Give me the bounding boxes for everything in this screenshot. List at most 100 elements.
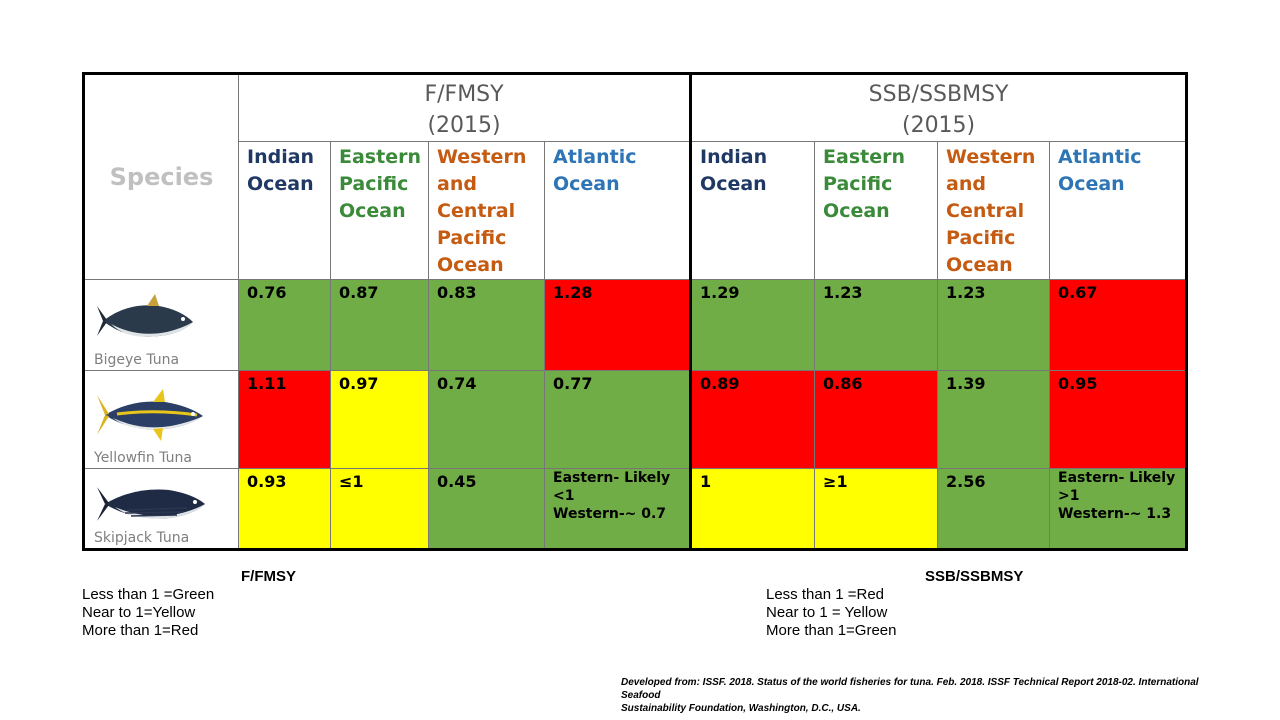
yellowfin-tuna-icon <box>97 389 203 441</box>
value-cell-ffmsy-atlantic: Eastern- Likely <1 Western-~ 0.7 <box>543 468 692 550</box>
ssb-legend-line-3: More than 1=Green <box>766 622 897 639</box>
ocean-header-ssb-eastern: Eastern Pacific Ocean <box>814 141 939 280</box>
value-cell-ffmsy-western: 0.74 <box>428 370 545 469</box>
ocean-header-ffmsy-eastern: Eastern Pacific Ocean <box>330 141 429 280</box>
ffmsy-header-title: F/FMSY <box>424 82 504 107</box>
ocean-header-word: Pacific <box>946 227 1016 249</box>
value-text: 0.45 <box>437 472 477 491</box>
value-text: 1.11 <box>247 374 287 393</box>
species-cell-yellowfin: Yellowfin Tuna <box>83 370 239 469</box>
ocean-header-word: Ocean <box>700 173 767 195</box>
ocean-header-word: and <box>437 173 477 195</box>
ocean-header-word: Western <box>437 146 527 168</box>
value-text: 0.87 <box>339 283 379 302</box>
ocean-header-word: Pacific <box>437 227 507 249</box>
ocean-header-word: Ocean <box>247 173 314 195</box>
value-text: 0.89 <box>700 374 740 393</box>
value-cell-ssb-indian: 1.29 <box>689 279 816 371</box>
ffmsy-legend-line-3: More than 1=Red <box>82 622 199 639</box>
value-cell-ssb-indian: 1 <box>689 468 816 550</box>
species-label-yellowfin: Yellowfin Tuna <box>94 450 192 466</box>
value-text: 1.29 <box>700 283 740 302</box>
value-line: Eastern- Likely <box>553 470 671 486</box>
species-cell-bigeye: Bigeye Tuna <box>83 279 239 371</box>
value-text: 1.23 <box>823 283 863 302</box>
ocean-header-ffmsy-western: Western and Central Pacific Ocean <box>428 141 545 280</box>
value-cell-ffmsy-eastern: 0.97 <box>330 370 429 469</box>
value-cell-ffmsy-western: 0.45 <box>428 468 545 550</box>
ocean-header-word: Ocean <box>1058 173 1125 195</box>
value-text: 0.97 <box>339 374 379 393</box>
ocean-header-word: Western <box>946 146 1036 168</box>
ssb-legend-title: SSB/SSBMSY <box>925 568 1024 585</box>
value-cell-ffmsy-eastern: 0.87 <box>330 279 429 371</box>
source-citation: Developed from: ISSF. 2018. Status of th… <box>621 676 1221 715</box>
value-cell-ssb-indian: 0.89 <box>689 370 816 469</box>
ocean-header-word: Ocean <box>823 200 890 222</box>
value-text: 0.86 <box>823 374 863 393</box>
species-label-skipjack: Skipjack Tuna <box>94 530 190 546</box>
value-cell-ffmsy-atlantic: 0.77 <box>543 370 692 469</box>
value-cell-ssb-atlantic: 0.95 <box>1049 370 1188 469</box>
ocean-header-word: Ocean <box>946 254 1013 276</box>
ffmsy-legend: F/FMSY Less than 1 =Green Near to 1=Yell… <box>82 568 382 640</box>
value-text: 0.67 <box>1058 283 1098 302</box>
ssb-group-header: SSB/SSBMSY (2015) <box>689 73 1188 142</box>
value-cell-ffmsy-atlantic: 1.28 <box>543 279 692 371</box>
species-cell-skipjack: Skipjack Tuna <box>83 468 239 550</box>
tuna-status-table: Species F/FMSY (2015) SSB/SSBMSY (2015) … <box>82 72 1189 551</box>
table-row-yellowfin: Yellowfin Tuna 1.11 0.97 0.74 0.77 0.89 0.86 1… <box>83 370 1188 469</box>
value-cell-ssb-western: 1.39 <box>937 370 1051 469</box>
ocean-header-word: Ocean <box>553 173 620 195</box>
ssb-legend: SSB/SSBMSY Less than 1 =Red Near to 1 = … <box>766 568 1086 640</box>
source-line-2: Sustainability Foundation, Washington, D… <box>621 703 861 714</box>
ssb-header-title: SSB/SSBMSY <box>868 82 1009 107</box>
value-text: 2.56 <box>946 472 986 491</box>
value-cell-ssb-atlantic: Eastern- Likely >1 Western-~ 1.3 <box>1049 468 1188 550</box>
value-cell-ffmsy-indian: 0.93 <box>238 468 331 550</box>
ocean-header-word: Ocean <box>437 254 504 276</box>
value-line: Western-~ 1.3 <box>1058 506 1172 522</box>
value-cell-ssb-atlantic: 0.67 <box>1049 279 1188 371</box>
value-cell-ssb-western: 2.56 <box>937 468 1051 550</box>
ocean-header-ssb-indian: Indian Ocean <box>689 141 816 280</box>
ocean-header-ffmsy-atlantic: Atlantic Ocean <box>543 141 692 280</box>
value-line: Western-~ 0.7 <box>553 506 667 522</box>
value-line: Eastern- Likely <box>1058 470 1176 486</box>
source-line-1: Developed from: ISSF. 2018. Status of th… <box>621 677 1199 701</box>
table-row-skipjack: Skipjack Tuna 0.93 ≤1 0.45 Eastern- Likely <… <box>83 468 1188 550</box>
value-text: 1.28 <box>553 283 593 302</box>
value-cell-ffmsy-eastern: ≤1 <box>330 468 429 550</box>
ocean-header-row: Indian Ocean Eastern Pacific Ocean Western and… <box>84 141 1188 280</box>
ocean-header-ffmsy-indian: Indian Ocean <box>238 141 331 280</box>
ffmsy-legend-line-2: Near to 1=Yellow <box>82 604 196 621</box>
value-text: 0.93 <box>247 472 287 491</box>
value-text: ≥1 <box>823 472 848 491</box>
value-text: 1.23 <box>946 283 986 302</box>
ocean-header-word: Eastern <box>823 146 906 168</box>
ocean-header-word: Ocean <box>339 200 406 222</box>
ocean-header-ssb-western: Western and Central Pacific Ocean <box>937 141 1051 280</box>
value-cell-ssb-eastern: ≥1 <box>814 468 939 550</box>
value-line: >1 <box>1058 488 1080 504</box>
table-row-bigeye: Bigeye Tuna 0.76 0.87 0.83 1.28 1.29 1.23 1.23… <box>83 279 1188 371</box>
value-text: ≤1 <box>339 472 364 491</box>
ocean-header-word: Central <box>437 200 516 222</box>
value-text: 1.39 <box>946 374 986 393</box>
ssb-header-year: (2015) <box>901 113 976 138</box>
ocean-header-word: Pacific <box>823 173 893 195</box>
ssb-legend-line-1: Less than 1 =Red <box>766 586 885 603</box>
ocean-header-word: Central <box>946 200 1025 222</box>
species-header: Species <box>83 73 239 280</box>
ffmsy-legend-title: F/FMSY <box>241 568 296 585</box>
value-cell-ffmsy-indian: 0.76 <box>238 279 331 371</box>
ocean-header-word: Atlantic <box>553 146 637 168</box>
ocean-header-word: Indian <box>247 146 315 168</box>
skipjack-tuna-icon <box>97 487 205 521</box>
value-cell-ffmsy-indian: 1.11 <box>238 370 331 469</box>
value-text: 1 <box>700 472 712 491</box>
value-cell-ssb-eastern: 1.23 <box>814 279 939 371</box>
value-text: 0.83 <box>437 283 477 302</box>
tuna-status-table-wrapper: Species F/FMSY (2015) SSB/SSBMSY (2015) … <box>82 72 1189 551</box>
ocean-header-ssb-atlantic: Atlantic Ocean <box>1049 141 1188 280</box>
